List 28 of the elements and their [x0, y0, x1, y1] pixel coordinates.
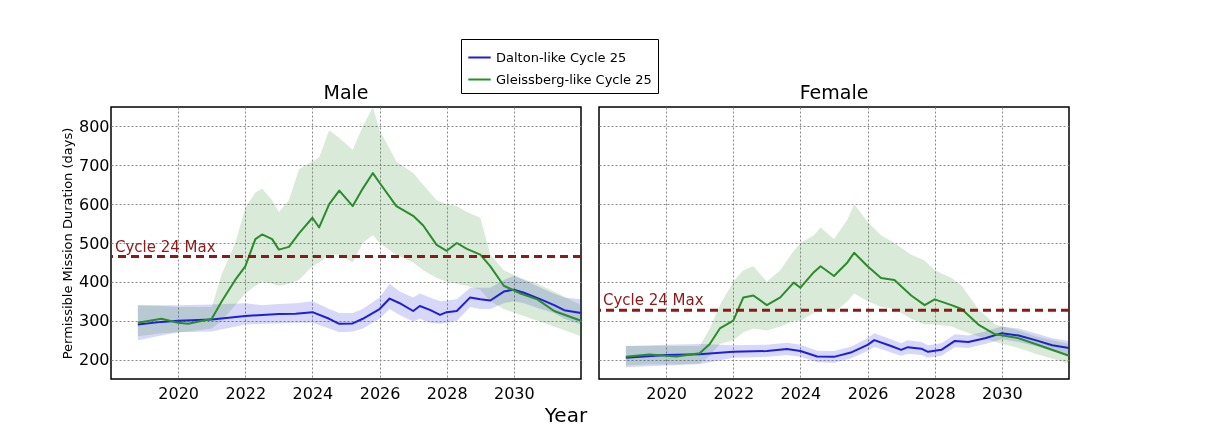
x-axis-title: Year [543, 402, 588, 427]
y-tick-label: 700 [78, 155, 110, 175]
y-tick-label: 200 [78, 350, 110, 370]
x-tick-label: 2026 [359, 383, 401, 403]
y-tick-label: 600 [78, 194, 110, 214]
y-tick-label: 500 [78, 233, 110, 253]
x-tick-label: 2020 [646, 383, 687, 403]
y-tick-label: 800 [78, 116, 110, 136]
ref-line-label: Cycle 24 Max [603, 291, 704, 310]
x-tick-label: 2022 [713, 383, 755, 403]
x-tick-label: 2020 [158, 383, 199, 403]
chart-title: Male [323, 81, 369, 103]
legend-label: Gleissberg-like Cycle 25 [496, 71, 652, 87]
y-axis-title: Permissible Mission Duration (days) [59, 127, 75, 360]
x-tick-label: 2026 [847, 383, 889, 403]
x-tick-label: 2028 [426, 383, 468, 403]
x-tick-label: 2022 [225, 383, 267, 403]
y-tick-label: 300 [78, 311, 110, 331]
x-tick-label: 2030 [494, 383, 535, 403]
x-tick-label: 2028 [914, 383, 956, 403]
chart-title: Female [799, 81, 869, 103]
x-tick-label: 2024 [292, 383, 334, 403]
x-tick-label: 2024 [780, 383, 822, 403]
x-tick-label: 2030 [982, 383, 1023, 403]
legend-label: Dalton-like Cycle 25 [496, 49, 627, 65]
ref-line-label: Cycle 24 Max [115, 237, 216, 256]
y-tick-label: 400 [78, 272, 110, 292]
line-series [136, 288, 582, 326]
